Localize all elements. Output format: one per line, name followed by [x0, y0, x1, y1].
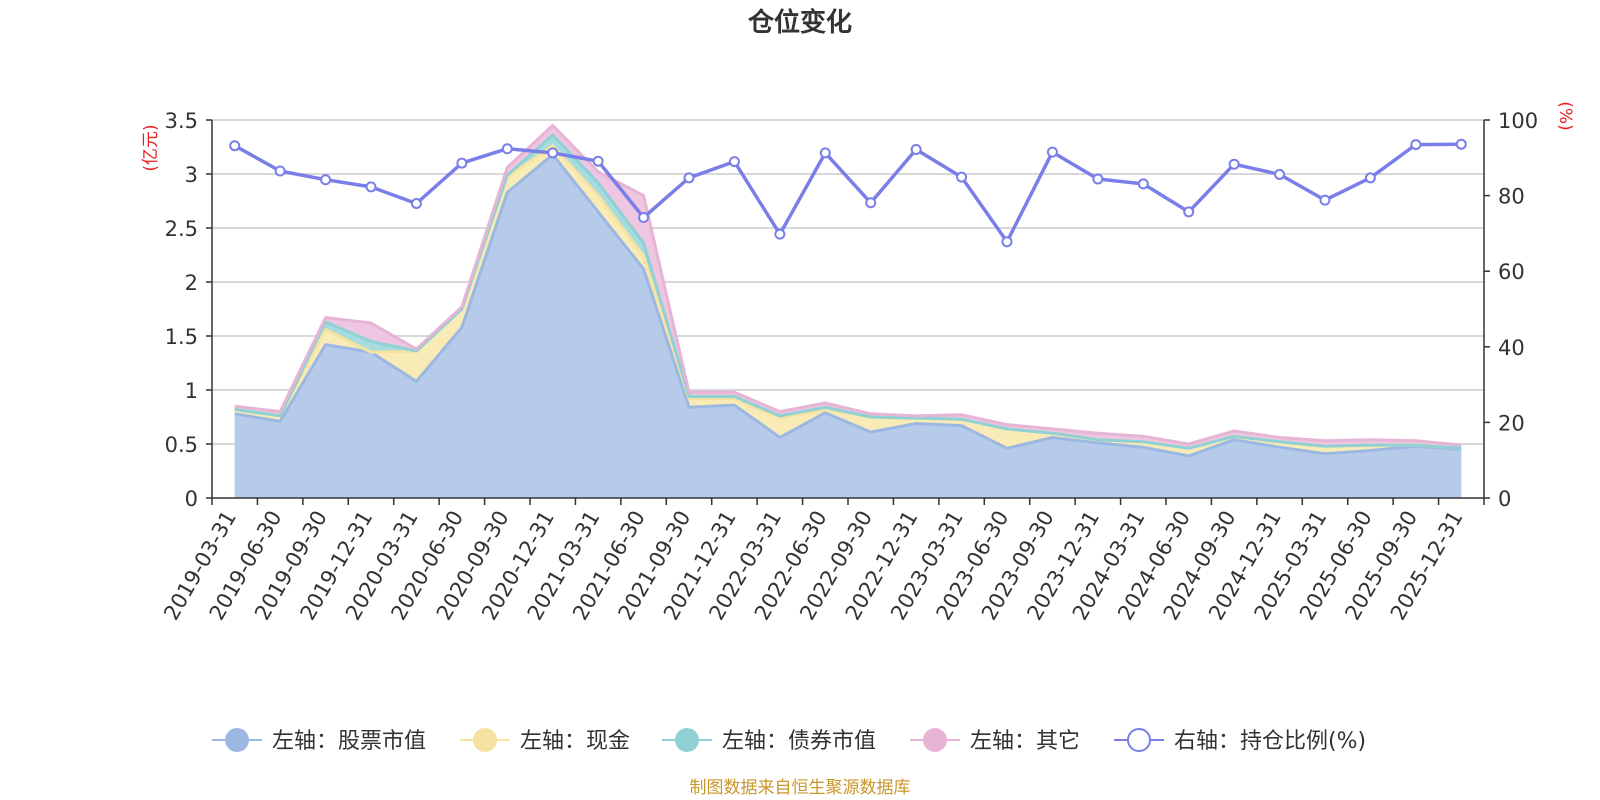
legend-item[interactable]: 左轴：股票市值 — [212, 728, 426, 754]
ratio-point — [320, 174, 332, 186]
right-axis-unit: (%) — [1555, 101, 1575, 130]
legend-label: 左轴：债券市值 — [722, 729, 876, 754]
ratio-point — [638, 212, 650, 224]
left-axis-unit: (亿元) — [141, 124, 161, 171]
ratio-point — [683, 172, 695, 184]
ratio-point — [229, 140, 241, 152]
position-ratio-line — [229, 138, 1467, 248]
legend-marker — [473, 728, 497, 752]
ratio-point — [956, 171, 968, 183]
legend-label: 左轴：股票市值 — [272, 729, 426, 754]
area-左轴：股票市值 — [234, 154, 1462, 498]
ratio-point — [728, 156, 740, 168]
legend-item[interactable]: 左轴：其它 — [910, 728, 1080, 754]
ratio-point — [1410, 139, 1422, 151]
ratio-point — [1364, 172, 1376, 184]
area-edge-左轴：债券市值 — [234, 133, 1462, 450]
ratio-point — [910, 143, 922, 155]
area-edge-左轴：股票市值 — [234, 153, 1462, 458]
legend-label: 左轴：现金 — [520, 729, 630, 754]
ratio-point — [1183, 206, 1195, 218]
ratio-point — [274, 165, 286, 177]
ratio-point — [365, 181, 377, 193]
ratio-point — [1001, 236, 1013, 248]
left-tick-label: 3.5 — [165, 109, 198, 133]
legend-item[interactable]: 左轴：现金 — [460, 728, 630, 754]
ratio-point — [1046, 146, 1058, 158]
ratio-line-path — [233, 142, 1462, 244]
left-tick-label: 2.5 — [165, 217, 198, 241]
right-tick-label: 20 — [1498, 411, 1525, 435]
ratio-point — [410, 198, 422, 210]
data-source-note: 制图数据来自恒生聚源数据库 — [690, 778, 911, 798]
left-tick-label: 0 — [185, 487, 198, 511]
ratio-point — [1455, 138, 1467, 150]
legend-label: 左轴：其它 — [970, 729, 1080, 754]
right-tick-label: 40 — [1498, 336, 1525, 360]
right-tick-label: 60 — [1498, 260, 1525, 284]
stacked-areas — [234, 123, 1462, 498]
left-tick-label: 3 — [185, 163, 198, 187]
right-tick-label: 0 — [1498, 487, 1511, 511]
ratio-point — [456, 157, 468, 169]
chart-title: 仓位变化 — [747, 7, 852, 38]
area-edge-左轴：其它 — [234, 123, 1462, 447]
legend-marker — [225, 728, 249, 752]
right-tick-label: 100 — [1498, 109, 1538, 133]
right-tick-label: 80 — [1498, 185, 1525, 209]
ratio-point — [501, 143, 513, 155]
ratio-point — [865, 197, 877, 209]
left-tick-label: 2 — [185, 271, 198, 295]
ratio-point — [1228, 158, 1240, 170]
ratio-point — [1092, 173, 1104, 185]
legend-marker — [675, 728, 699, 752]
ratio-point — [774, 228, 786, 240]
ratio-point — [1274, 168, 1286, 180]
ratio-point — [1137, 178, 1149, 190]
legend-label: 右轴：持仓比例(%) — [1174, 729, 1366, 754]
ratio-point — [592, 155, 604, 167]
legend[interactable]: 左轴：股票市值 左轴：现金 左轴：债券市值 左轴：其它 右轴：持仓比例(%) — [212, 728, 1366, 754]
left-tick-label: 0.5 — [165, 433, 198, 457]
ratio-point — [547, 147, 559, 159]
legend-marker — [1127, 728, 1151, 752]
legend-marker — [923, 728, 947, 752]
legend-item[interactable]: 左轴：债券市值 — [662, 728, 876, 754]
ratio-point — [1319, 194, 1331, 206]
left-tick-label: 1.5 — [165, 325, 198, 349]
ratio-point — [819, 147, 831, 159]
legend-item[interactable]: 右轴：持仓比例(%) — [1114, 728, 1366, 754]
left-tick-label: 1 — [185, 379, 198, 403]
